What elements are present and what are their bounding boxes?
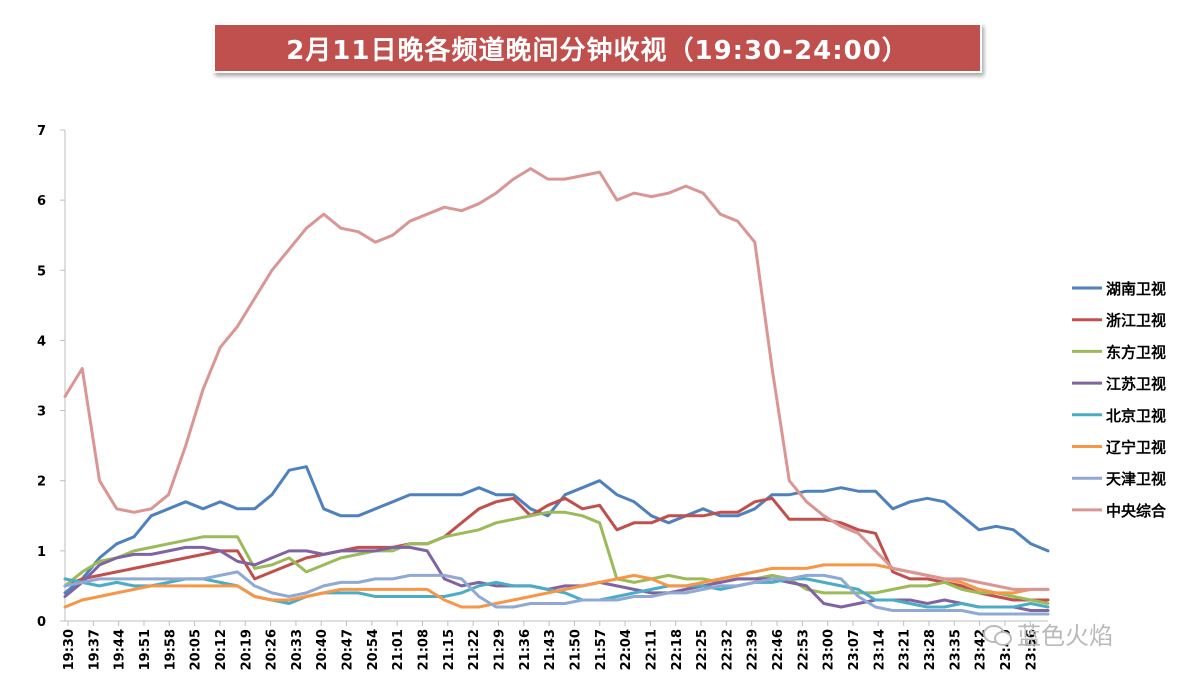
x-tick-label: 23:56: [1024, 629, 1039, 670]
x-tick-label: 23:28: [923, 629, 938, 670]
x-tick-label: 21:43: [543, 629, 558, 670]
watermark: 蓝色火焰: [983, 616, 1113, 651]
x-tick-label: 20:47: [341, 629, 356, 670]
series-line: [63, 496, 1050, 602]
y-tick-label: 4: [37, 334, 46, 349]
legend-label: 江苏卫视: [1106, 375, 1166, 393]
x-tick-label: 22:04: [619, 629, 634, 670]
x-tick-label: 23:07: [847, 629, 862, 670]
x-tick-label: 19:58: [163, 629, 178, 670]
x-tick-label: 22:11: [644, 629, 659, 670]
x-tick-label: 21:50: [568, 629, 583, 670]
x-tick-label: 21:01: [391, 629, 406, 670]
x-tick-label: 19:51: [138, 629, 153, 670]
y-tick-label: 1: [37, 545, 46, 560]
x-tick-label: 20:19: [239, 629, 254, 670]
x-tick-label: 22:53: [796, 629, 811, 670]
x-tick-label: 21:15: [442, 629, 457, 670]
x-tick-label: 20:54: [366, 629, 381, 670]
y-tick-label: 7: [37, 124, 46, 139]
series-line: [63, 465, 1050, 595]
x-tick-label: 19:37: [87, 629, 102, 670]
legend-label: 辽宁卫视: [1106, 439, 1166, 457]
series-line: [63, 570, 1050, 616]
series-line: [63, 167, 1050, 591]
x-tick-label: 23:14: [872, 629, 887, 670]
x-tick-label: 20:12: [214, 629, 229, 670]
x-tick-label: 21:57: [594, 629, 609, 670]
y-tick-label: 5: [37, 264, 46, 279]
y-tick-label: 6: [37, 194, 46, 209]
x-tick-label: 21:29: [492, 629, 507, 670]
x-tick-label: 23:21: [898, 629, 913, 670]
y-tick-label: 3: [37, 405, 46, 420]
legend-label: 北京卫视: [1106, 407, 1166, 425]
x-tick-label: 20:26: [265, 629, 280, 670]
x-tick-label: 20:40: [315, 629, 330, 670]
legend-label: 东方卫视: [1106, 343, 1166, 361]
legend-label: 湖南卫视: [1106, 280, 1166, 298]
x-tick-label: 20:05: [189, 629, 204, 670]
legend-label: 天津卫视: [1106, 470, 1166, 488]
x-tick-label: 21:08: [417, 629, 432, 670]
chat-bubble-icon: [983, 623, 1012, 646]
x-tick-label: 22:25: [695, 629, 710, 670]
x-tick-label: 22:32: [720, 629, 735, 670]
x-tick-label: 22:18: [670, 629, 685, 670]
x-tick-label: 19:44: [113, 629, 128, 670]
chart-title-banner: 2月11日晚各频道晚间分钟收视（19:30-24:00）: [213, 23, 982, 73]
series-line: [63, 563, 1050, 609]
x-tick-label: 19:30: [62, 629, 77, 670]
watermark-text: 蓝色火焰: [1017, 622, 1113, 650]
x-tick-label: 21:36: [518, 629, 533, 670]
chart-title: 2月11日晚各频道晚间分钟收视（19:30-24:00）: [286, 35, 909, 66]
y-tick-label: 0: [37, 615, 46, 630]
x-tick-label: 23:35: [948, 629, 963, 670]
legend-label: 浙江卫视: [1106, 312, 1166, 330]
x-tick-label: 21:22: [467, 629, 482, 670]
x-tick-label: 22:39: [746, 629, 761, 670]
y-tick-label: 2: [37, 475, 46, 490]
x-tick-label: 23:00: [822, 629, 837, 670]
series-line: [63, 510, 1050, 605]
x-tick-label: 22:46: [771, 629, 786, 670]
legend-label: 中央综合: [1106, 502, 1167, 520]
x-tick-label: 20:33: [290, 629, 305, 670]
